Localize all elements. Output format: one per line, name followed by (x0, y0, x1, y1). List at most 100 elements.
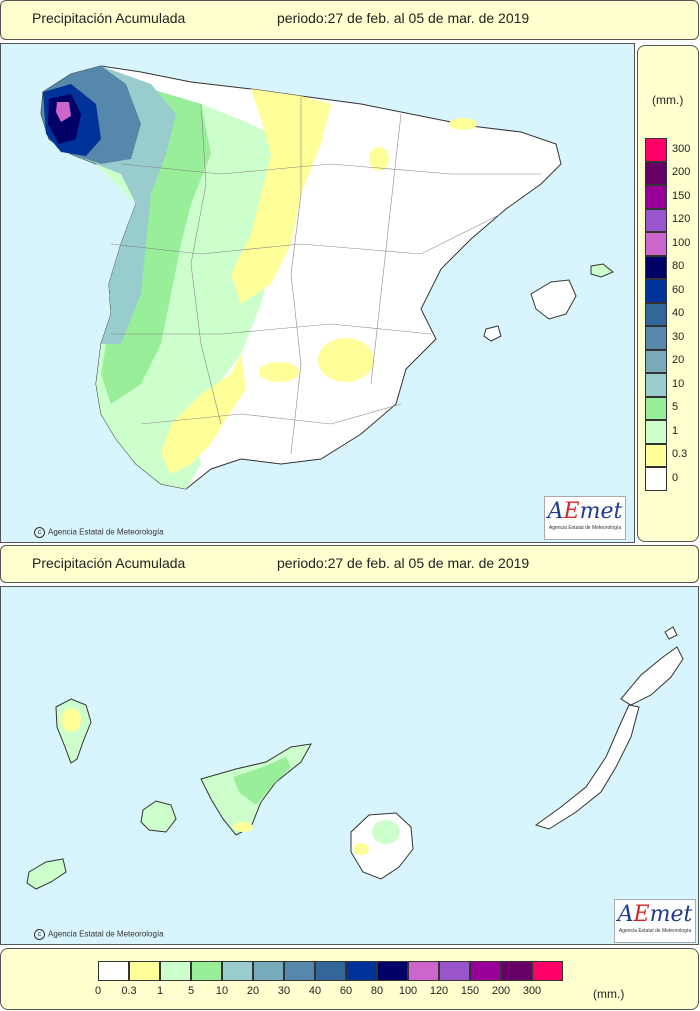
bottom-aemet-logo: AEmet Agencia Estatal de Meteorología (614, 899, 696, 943)
legend-swatch (222, 961, 253, 981)
bottom-logo-sub: Agencia Estatal de Meteorología (618, 928, 692, 934)
legend-label: 150 (672, 189, 691, 202)
canary-map-panel: c Agencia Estatal de Meteorología AEmet A… (0, 586, 699, 945)
legend-label: 30 (277, 985, 291, 997)
legend-swatch (645, 326, 667, 350)
copyright-icon: c (34, 527, 45, 538)
top-credit-text: Agencia Estatal de Meteorología (48, 527, 164, 537)
legend-label: 150 (460, 985, 480, 997)
gran-canaria-yellow (353, 843, 369, 855)
zone-yellow-center-east (318, 338, 374, 382)
gran-canaria-green (372, 820, 400, 844)
mallorca-island (530, 279, 577, 320)
la-gomera-island (140, 800, 177, 833)
bottom-credit: c Agencia Estatal de Meteorología (34, 929, 164, 940)
legend-swatch (645, 396, 667, 420)
legend-label: 120 (429, 985, 449, 997)
zone-purple (56, 102, 71, 122)
legend-swatch (129, 961, 160, 981)
legend-label: 10 (672, 377, 685, 390)
legend-swatch (645, 161, 667, 185)
legend-label: 200 (672, 166, 691, 179)
legend-swatch (439, 961, 470, 981)
tenerife-green (233, 757, 291, 805)
legend-swatch (408, 961, 439, 981)
bottom-title-bar: Precipitación Acumulada periodo:27 de fe… (0, 545, 699, 583)
legend-swatch (645, 185, 667, 209)
zone-yellow-aragon (369, 147, 389, 171)
legend-swatch (346, 961, 377, 981)
legend-label: 100 (672, 236, 691, 249)
legend-label: 80 (370, 985, 384, 997)
province-borders (110, 96, 541, 455)
legend-label: 0.3 (121, 985, 137, 997)
legend-swatch (645, 255, 667, 279)
legend-swatch (377, 961, 408, 981)
legend-label: 20 (246, 985, 260, 997)
legend-swatch (645, 279, 667, 303)
legend-label: 60 (339, 985, 353, 997)
legend-swatch (532, 961, 563, 981)
top-credit: c Agencia Estatal de Meteorología (34, 527, 164, 538)
legend-swatch (645, 302, 667, 326)
tenerife-yellow (233, 822, 253, 832)
la-palma-yellow (61, 708, 81, 732)
legend-swatch (645, 467, 667, 491)
peninsula-map (40, 65, 614, 490)
legend-label: 0 (94, 985, 102, 997)
top-title: Precipitación Acumulada (32, 10, 186, 26)
legend-swatch (645, 420, 667, 444)
legend-swatch (470, 961, 501, 981)
graciosa-island (664, 626, 678, 640)
copyright-icon: c (34, 929, 45, 940)
legend-swatch (253, 961, 284, 981)
top-title-bar: Precipitación Acumulada periodo:27 de fe… (0, 0, 699, 40)
top-logo-sub: Agencia Estatal de Meteorología (548, 525, 622, 531)
legend-swatch (645, 443, 667, 467)
legend-label: 40 (308, 985, 322, 997)
legend-label: 5 (187, 985, 195, 997)
zone-yellow-north (231, 89, 331, 304)
lanzarote-island (620, 646, 684, 706)
legend-swatch (645, 349, 667, 373)
ibiza-island (483, 325, 502, 342)
horizontal-legend: 0 0.3 1 5 10 20 30 40 60 80 100 120 150 200 300 (mm.) (0, 948, 699, 1010)
legend-swatch (645, 138, 667, 162)
legend-label: 5 (672, 401, 679, 414)
legend-label: 0 (672, 471, 679, 484)
legend-swatch (160, 961, 191, 981)
legend-swatch (645, 373, 667, 397)
vertical-legend: (mm.) 300 200 150 120 100 80 60 40 30 20 10 5 1 0.3 0 (637, 45, 699, 542)
fuerteventura-island (534, 704, 640, 830)
legend-label: 40 (672, 307, 685, 320)
top-aemet-logo: AEmet Agencia Estatal de Meteorología (544, 496, 626, 540)
legend-label: 80 (672, 260, 685, 273)
bottom-credit-text: Agencia Estatal de Meteorología (48, 929, 164, 939)
top-logo-text: AEmet (547, 499, 623, 524)
legend-label: 0.3 (672, 448, 688, 461)
legend-label: 120 (672, 213, 691, 226)
zone-yellow-center (259, 362, 299, 382)
legend-swatch (191, 961, 222, 981)
legend-swatch (98, 961, 129, 981)
legend-label: 20 (672, 354, 685, 367)
top-period: periodo:27 de feb. al 05 de mar. de 2019 (277, 10, 530, 26)
legend-label: 1 (156, 985, 164, 997)
legend-label: 60 (672, 283, 685, 296)
horizontal-legend-unit: (mm.) (593, 987, 625, 1001)
legend-label: 100 (398, 985, 418, 997)
legend-label: 10 (215, 985, 229, 997)
legend-swatch (645, 208, 667, 232)
bottom-period: periodo:27 de feb. al 05 de mar. de 2019 (277, 555, 530, 571)
bottom-logo-text: AEmet (617, 902, 693, 927)
vertical-legend-unit: (mm.) (652, 93, 684, 107)
zone-yellow-south (161, 354, 246, 474)
legend-label: 30 (672, 330, 685, 343)
legend-swatch (501, 961, 532, 981)
legend-label: 300 (522, 985, 542, 997)
legend-label: 200 (491, 985, 511, 997)
legend-label: 300 (672, 142, 691, 155)
bottom-title: Precipitación Acumulada (32, 555, 186, 571)
el-hierro-island (26, 858, 67, 890)
canary-map (26, 626, 684, 890)
